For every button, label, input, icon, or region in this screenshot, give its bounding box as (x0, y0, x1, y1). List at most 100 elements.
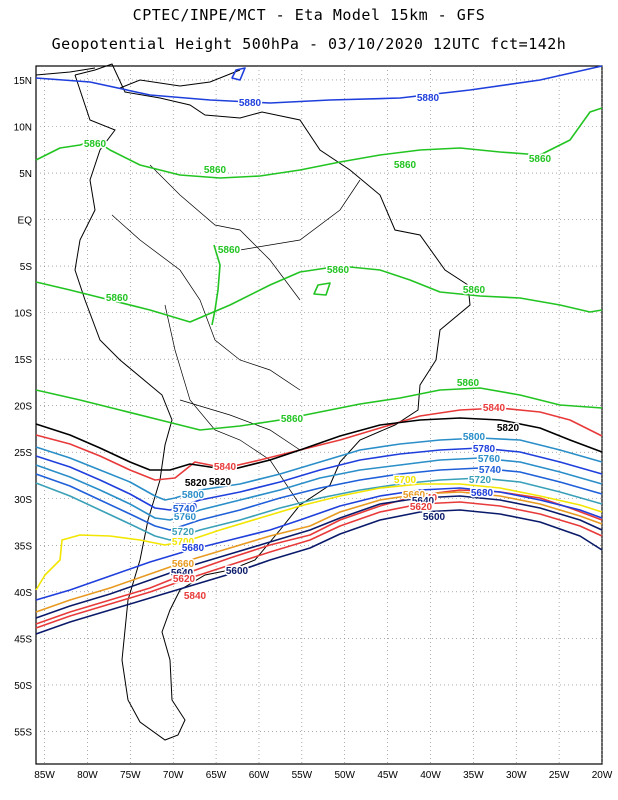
lat-label: 50S (14, 681, 32, 692)
lat-label: 15S (14, 355, 32, 366)
contour-5740 (35, 467, 603, 531)
contour-label-5700: 5700 (172, 537, 195, 548)
contour-5720 (35, 477, 603, 541)
contour-5880 (35, 65, 603, 104)
contour-label-5740: 5740 (173, 504, 196, 515)
contour-label-5860: 5860 (106, 293, 129, 304)
contour-5760 (35, 457, 603, 521)
latitude-labels: 15N 10N 5N EQ 5S 10S 15S 20S 25S 30S 35S 40S 45S 50S 5… (14, 76, 33, 738)
map-frame (35, 65, 603, 765)
contour-5860 (35, 265, 603, 323)
contour-label-5600: 5600 (226, 566, 249, 577)
lon-label: 60W (249, 770, 270, 781)
lat-label: 10S (14, 309, 32, 320)
contour-label-5860: 5860 (463, 285, 486, 296)
contour-5820 (35, 417, 603, 471)
contour-label-5600: 5600 (423, 512, 446, 523)
lon-label: 45W (377, 770, 398, 781)
contour-label-5740: 5740 (479, 465, 502, 476)
contour-label-5760: 5760 (174, 512, 197, 523)
contour-5640 (35, 495, 603, 619)
contour-label-5880: 5880 (239, 98, 262, 109)
lon-label: 35W (463, 770, 484, 781)
contour-label-5820: 5820 (185, 478, 208, 489)
contour-5680 (35, 487, 603, 601)
contour-5700 (35, 483, 603, 591)
contour-label-5840: 5840 (214, 462, 237, 473)
contour-label-5800: 5800 (182, 490, 205, 501)
contour-label-5660: 5660 (172, 559, 195, 570)
contour-label-5640: 5640 (171, 568, 194, 579)
lon-label: 25W (549, 770, 570, 781)
contour-labels: 5880 5880 5860 5860 5860 5860 5860 5860 5860 5860… (82, 92, 553, 604)
map-subtitle: Geopotential Height 500hPa - 03/10/2020 … (51, 35, 567, 53)
contour-5860 (35, 387, 603, 431)
contour-5860 (35, 107, 603, 179)
contour-label-5820: 5820 (209, 477, 232, 488)
contour-label-5700: 5700 (394, 475, 417, 486)
contour-label-5680: 5680 (182, 543, 205, 554)
contour-label-5860: 5860 (218, 245, 241, 256)
contour-label-5860: 5860 (204, 165, 227, 176)
contour-label-5800: 5800 (463, 432, 486, 443)
contour-5860 (313, 282, 331, 296)
contour-5800 (35, 437, 603, 501)
caribbean-coast (35, 67, 241, 89)
contour-label-5840: 5840 (483, 403, 506, 414)
contour-label-5840: 5840 (184, 591, 207, 602)
lat-label: 15N (14, 76, 32, 87)
contour-label-5860: 5860 (84, 139, 107, 150)
lat-label: 5N (19, 169, 32, 180)
lat-label: 35S (14, 541, 32, 552)
contour-label-5680: 5680 (471, 488, 494, 499)
contour-5600 (35, 509, 603, 635)
lon-label: 65W (206, 770, 227, 781)
height-contours (35, 65, 603, 635)
lon-label: 80W (77, 770, 98, 781)
lon-label: 50W (334, 770, 355, 781)
contour-label-5640: 5640 (412, 496, 435, 507)
contour-label-5720: 5720 (172, 527, 195, 538)
contour-5620 (35, 501, 603, 629)
lat-label: 10N (14, 122, 32, 133)
contour-label-5860: 5860 (327, 265, 350, 276)
south-america-coast (74, 63, 471, 741)
lon-label: 20W (592, 770, 613, 781)
country-borders (111, 164, 361, 506)
lon-label: 40W (420, 770, 441, 781)
lon-label: 55W (292, 770, 313, 781)
contour-label-5760: 5760 (478, 454, 501, 465)
contour-label-5840: 5840 (415, 493, 438, 504)
contour-5840 (35, 489, 603, 625)
contour-5840 (35, 407, 603, 481)
contour-label-5620: 5620 (173, 574, 196, 585)
contour-label-5880: 5880 (417, 93, 440, 104)
lon-label: 70W (163, 770, 184, 781)
lat-label: 45S (14, 634, 32, 645)
lat-label: 5S (20, 262, 33, 273)
contour-label-5780: 5780 (175, 502, 198, 513)
lat-label: 40S (14, 588, 32, 599)
contour-label-5720: 5720 (469, 475, 492, 486)
contour-label-5860: 5860 (529, 154, 552, 165)
contour-label-5660: 5660 (403, 490, 426, 501)
lon-label: 85W (34, 770, 55, 781)
contour-5780 (35, 447, 603, 511)
lat-label: 30S (14, 495, 32, 506)
contour-5860 (211, 244, 221, 326)
contour-label-5860: 5860 (457, 378, 480, 389)
lat-label: EQ (18, 216, 33, 227)
lat-label: 25S (14, 448, 32, 459)
contour-5880 (231, 67, 246, 81)
coastline (35, 63, 471, 741)
lon-label: 30W (506, 770, 527, 781)
lat-label: 55S (14, 727, 32, 738)
lon-label: 75W (120, 770, 141, 781)
contour-label-5780: 5780 (473, 444, 496, 455)
contour-label-5860: 5860 (281, 414, 304, 425)
contour-5660 (35, 491, 603, 613)
lat-label: 20S (14, 402, 32, 413)
map-title: CPTEC/INPE/MCT - Eta Model 15km - GFS (132, 6, 486, 24)
longitude-labels: 85W 80W 75W 70W 65W 60W 55W 50W 45W 40W 35W 30W 25W 2… (34, 770, 613, 781)
